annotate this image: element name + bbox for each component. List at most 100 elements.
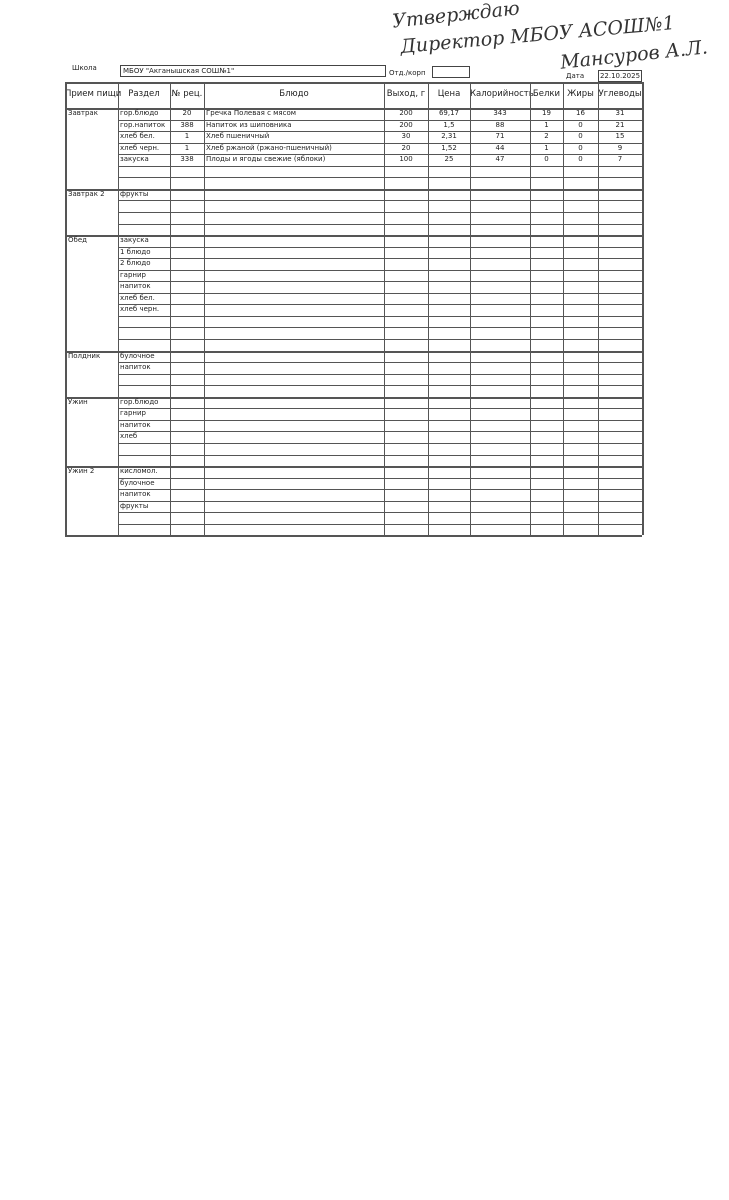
row-line — [118, 258, 642, 260]
table-cell: 1,5 — [443, 120, 455, 129]
meal-name: Завтрак 2 — [68, 189, 105, 198]
table-cell: 71 — [495, 132, 505, 141]
column-line — [170, 82, 171, 536]
table-cell: 7 — [617, 155, 623, 164]
table-cell: хлеб черн. — [120, 305, 160, 314]
row-line — [118, 373, 642, 375]
row-line — [118, 327, 642, 329]
table-cell: 1,52 — [441, 143, 457, 152]
column-header: Прием пищи — [65, 89, 122, 99]
table-cell: хлеб бел. — [120, 132, 155, 141]
meal-name: Ужин 2 — [68, 467, 95, 476]
column-header: Калорийность — [470, 89, 534, 99]
row-line — [65, 396, 642, 399]
table-cell: гор.блюдо — [120, 397, 159, 406]
table-cell: 1 — [544, 120, 549, 129]
table-cell: Гречка Полевая с мясом — [206, 109, 297, 117]
column-line — [65, 82, 67, 536]
table-cell: 200 — [399, 109, 413, 117]
table-cell: 47 — [495, 155, 505, 164]
meal-name: Обед — [68, 236, 87, 245]
school-label: Школа — [72, 64, 97, 72]
table-cell: 388 — [180, 120, 194, 129]
table-cell: 0 — [578, 120, 583, 129]
row-line — [118, 339, 642, 340]
table-cell: напиток — [120, 282, 151, 291]
school-field: МБОУ "Акганышская СОШ№1" — [120, 65, 386, 77]
row-line — [118, 477, 642, 479]
row-line — [118, 200, 642, 202]
row-line — [118, 454, 642, 456]
meal-name: Полдник — [68, 351, 101, 360]
row-line — [118, 315, 642, 317]
table-cell: булочное — [120, 478, 155, 487]
table-cell: 2 — [544, 132, 549, 141]
column-line — [118, 82, 119, 536]
column-header: Белки — [532, 89, 561, 99]
row-line — [118, 523, 642, 525]
table-cell: 200 — [399, 120, 413, 129]
row-line — [118, 408, 642, 410]
table-cell: 20 — [182, 109, 192, 117]
table-cell: 25 — [444, 155, 454, 164]
column-line — [470, 82, 471, 536]
table-cell: 9 — [617, 143, 623, 152]
table-cell: Хлеб пшеничный — [206, 132, 270, 141]
table-cell: 31 — [615, 109, 625, 117]
table-cell: Хлеб ржаной (ржано-пшеничный) — [206, 143, 332, 152]
column-line — [642, 82, 644, 536]
row-line — [118, 211, 642, 213]
row-line — [65, 466, 642, 469]
column-line — [598, 82, 599, 536]
table-cell: 2,31 — [441, 132, 457, 141]
table-cell: гор.напиток — [120, 120, 166, 129]
table-cell: 20 — [401, 143, 411, 152]
meal-name: Ужин — [68, 397, 88, 406]
table-cell: хлеб — [120, 432, 138, 441]
table-cell: 19 — [542, 109, 551, 117]
table-cell: гор.блюдо — [120, 109, 159, 117]
row-line — [118, 165, 642, 167]
table-cell: Плоды и ягоды свежие (яблоки) — [206, 155, 326, 164]
row-line — [118, 154, 642, 156]
table-cell: закуска — [120, 155, 149, 164]
table-cell: 69,17 — [438, 109, 460, 117]
row-line — [65, 188, 642, 191]
row-line — [118, 419, 642, 421]
row-line — [118, 304, 642, 306]
table-cell: хлеб бел. — [120, 293, 155, 302]
column-line — [204, 82, 205, 536]
column-line — [428, 82, 429, 536]
row-line — [65, 235, 642, 238]
row-line — [118, 131, 642, 133]
row-line — [118, 281, 642, 283]
table-cell: Напиток из шиповника — [206, 120, 292, 129]
table-cell: 16 — [576, 109, 585, 117]
column-header: Выход, г — [386, 89, 426, 99]
row-line — [118, 489, 642, 491]
column-line — [530, 82, 531, 536]
row-line — [118, 177, 642, 179]
table-cell: 30 — [401, 132, 411, 141]
column-header: Раздел — [128, 89, 160, 99]
table-cell: 0 — [578, 143, 583, 152]
row-line — [118, 500, 642, 502]
column-header: № рец. — [171, 89, 203, 99]
column-line — [563, 82, 564, 536]
column-line — [384, 82, 385, 536]
date-field: 22.10.2025 — [598, 70, 642, 82]
row-line — [118, 442, 642, 444]
table-cell: 1 — [184, 132, 190, 141]
column-header: Цена — [437, 89, 461, 99]
column-header: Жиры — [567, 89, 594, 99]
row-line — [118, 246, 642, 248]
row-line — [65, 535, 642, 538]
table-cell: напиток — [120, 490, 151, 499]
table-cell: фрукты — [120, 189, 149, 198]
row-line — [118, 362, 642, 364]
dept-field — [432, 66, 470, 78]
meal-name: Завтрак — [68, 109, 98, 117]
row-line — [65, 350, 642, 353]
header-border — [65, 82, 642, 84]
